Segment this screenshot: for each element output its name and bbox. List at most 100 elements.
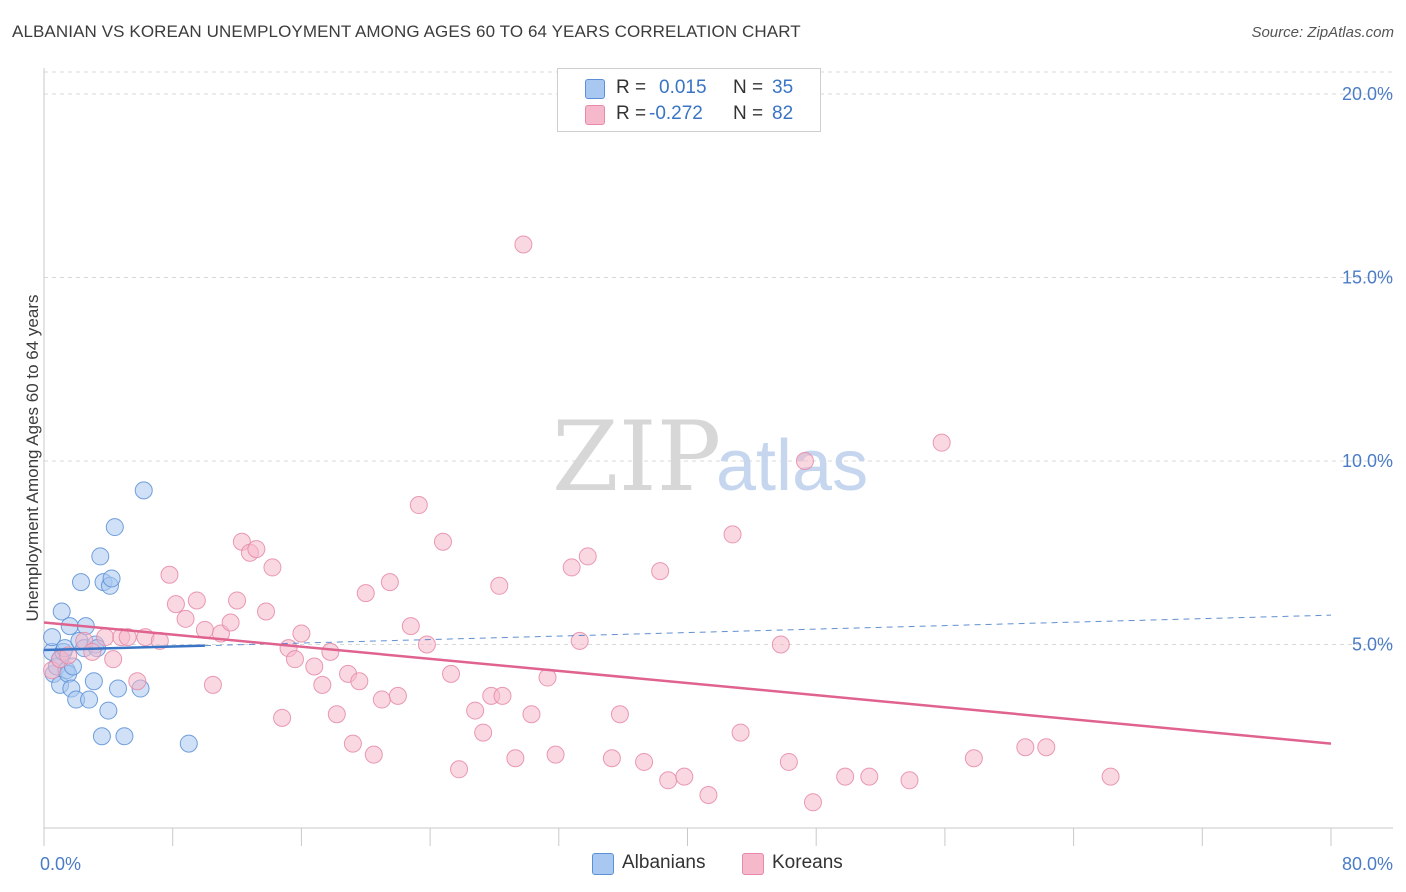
legend-row-albanians: R = 0.015 N = 35	[558, 77, 820, 101]
korean-point	[313, 675, 332, 694]
korean-point	[187, 591, 206, 610]
legend-label-koreans: Koreans	[772, 852, 843, 873]
korean-point	[273, 708, 292, 727]
korean-point	[562, 558, 581, 577]
albanian-swatch	[585, 79, 605, 99]
korean-point	[321, 642, 340, 661]
korean-point	[900, 771, 919, 790]
y-tick-label: 10.0%	[1342, 451, 1393, 471]
legend-item-koreans: Koreans	[742, 852, 862, 876]
legend-n-value: 35	[772, 77, 794, 98]
albanian-legend-swatch	[592, 853, 614, 875]
korean-point	[327, 705, 346, 724]
korean-point	[128, 672, 147, 691]
watermark-zip: ZIP	[552, 401, 721, 513]
albanian-point	[102, 569, 121, 588]
korean-point	[675, 767, 694, 786]
korean-point	[195, 620, 214, 639]
legend-r-value: 0.015	[659, 77, 707, 98]
albanian-point	[115, 727, 134, 746]
korean-point	[546, 745, 565, 764]
albanian-point	[92, 727, 111, 746]
correlation-legend: R = 0.015 N = 35 R = -0.272 N = 82	[557, 68, 821, 132]
korean-point	[506, 749, 525, 768]
legend-label-albanians: Albanians	[622, 852, 706, 873]
albanian-point	[72, 573, 91, 592]
korean-point	[401, 617, 420, 636]
albanian-trend-line	[43, 644, 205, 652]
korean-point	[474, 723, 493, 742]
korean-point	[176, 609, 195, 628]
korean-point	[372, 690, 391, 709]
korean-point	[364, 745, 383, 764]
albanian-point	[52, 602, 71, 621]
korean-point	[166, 595, 185, 614]
x-tick-label: 80.0%	[1342, 854, 1393, 874]
axes	[43, 68, 1393, 846]
korean-point	[83, 642, 102, 661]
korean-point	[659, 771, 678, 790]
korean-point	[263, 558, 282, 577]
korean-point	[388, 686, 407, 705]
albanian-point	[91, 547, 110, 566]
korean-point	[305, 657, 324, 676]
korean-point	[96, 628, 115, 647]
albanian-point	[43, 628, 62, 647]
korean-point	[795, 452, 814, 471]
albanian-point	[134, 481, 153, 500]
korean-point	[490, 576, 509, 595]
korean-point	[779, 752, 798, 771]
source-label: Source: ZipAtlas.com	[1251, 24, 1394, 41]
korean-point	[442, 664, 461, 683]
korean-point	[118, 628, 137, 647]
korean-point	[221, 613, 240, 632]
korean-point	[380, 573, 399, 592]
legend-r-label: R =	[616, 77, 647, 98]
korean-point	[1101, 767, 1120, 786]
korean-point	[257, 602, 276, 621]
korean-point	[860, 767, 879, 786]
korean-point	[466, 701, 485, 720]
korean-point	[723, 525, 742, 544]
korean-point	[433, 532, 452, 551]
korean-point	[514, 235, 533, 254]
korean-point	[203, 675, 222, 694]
chart-title: ALBANIAN VS KOREAN UNEMPLOYMENT AMONG AG…	[12, 22, 801, 41]
x-tick-label: 0.0%	[40, 854, 81, 874]
korean-point	[731, 723, 750, 742]
korean-point	[1037, 738, 1056, 757]
korean-point	[932, 433, 951, 452]
albanian-point	[99, 701, 118, 720]
watermark-atlas: atlas	[716, 426, 868, 506]
korean-point	[771, 635, 790, 654]
korean-point	[522, 705, 541, 724]
tick-labels: 5.0% 10.0% 15.0% 20.0% 0.0% 80.0%	[40, 84, 1393, 874]
korean-point	[964, 749, 983, 768]
legend-n-label: N =	[733, 103, 764, 124]
legend-n-label: N =	[733, 77, 764, 98]
albanian-point	[80, 690, 99, 709]
korean-point	[651, 562, 670, 581]
korean-point	[610, 705, 629, 724]
albanian-point	[105, 518, 124, 537]
korean-point	[493, 686, 512, 705]
korean-point	[228, 591, 247, 610]
korean-point	[160, 565, 179, 584]
korean-point	[635, 752, 654, 771]
korean-point	[699, 785, 718, 804]
legend-r-label: R =	[616, 103, 647, 124]
korean-point	[836, 767, 855, 786]
korean-trend-line	[43, 621, 1332, 745]
legend-n-value: 82	[772, 103, 794, 124]
albanian-point	[179, 734, 198, 753]
korean-point	[803, 793, 822, 812]
korean-point	[1016, 738, 1035, 757]
korean-point	[570, 631, 589, 650]
korean-point	[247, 540, 266, 559]
korean-point	[285, 650, 304, 669]
korean-point	[356, 584, 375, 603]
data-points	[43, 235, 1120, 812]
albanian-trend-dashed	[204, 614, 1332, 647]
korean-point	[104, 650, 123, 669]
